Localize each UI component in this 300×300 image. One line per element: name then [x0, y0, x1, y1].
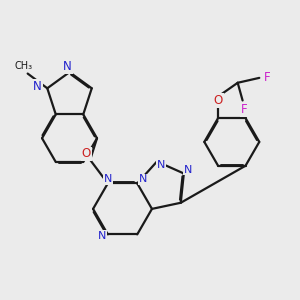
- Text: F: F: [241, 103, 248, 116]
- Text: N: N: [103, 175, 112, 184]
- Text: N: N: [33, 80, 42, 93]
- Text: N: N: [184, 165, 192, 175]
- Text: O: O: [82, 147, 91, 161]
- Text: N: N: [98, 231, 106, 242]
- Text: N: N: [139, 175, 147, 184]
- Text: N: N: [157, 160, 165, 170]
- Text: CH₃: CH₃: [15, 61, 33, 71]
- Text: O: O: [213, 94, 223, 107]
- Text: N: N: [63, 60, 72, 73]
- Text: F: F: [264, 71, 270, 84]
